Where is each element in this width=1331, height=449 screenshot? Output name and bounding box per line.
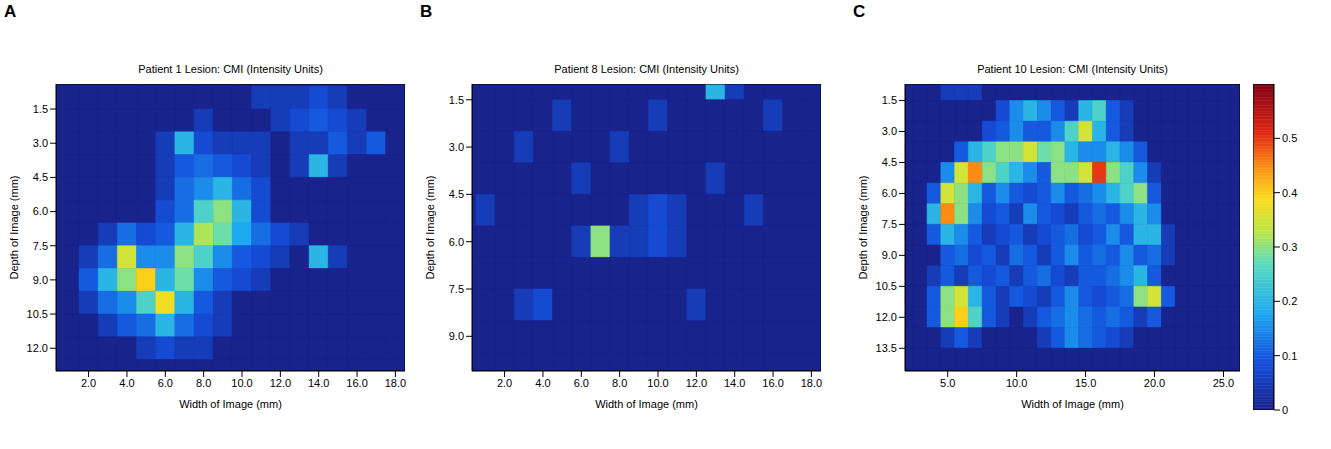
svg-text:12.0: 12.0 xyxy=(270,377,291,389)
svg-text:4.5: 4.5 xyxy=(449,188,464,200)
svg-text:5.0: 5.0 xyxy=(940,377,955,389)
svg-text:15.0: 15.0 xyxy=(1075,377,1096,389)
html-text:C: C xyxy=(853,2,866,21)
svg-text:Depth of Image (mm): Depth of Image (mm) xyxy=(424,176,436,280)
svg-text:0.4: 0.4 xyxy=(1282,187,1297,199)
svg-text:9.0: 9.0 xyxy=(882,249,897,261)
svg-text:25.0: 25.0 xyxy=(1213,377,1234,389)
svg-text:6.0: 6.0 xyxy=(574,377,589,389)
svg-text:10.0: 10.0 xyxy=(1006,377,1027,389)
html-text:Patient 8 Lesion: CMI (Intensi: Patient 8 Lesion: CMI (Intensity Units) xyxy=(554,63,739,75)
svg-text:9.0: 9.0 xyxy=(33,274,48,286)
svg-text:Width of Image (mm): Width of Image (mm) xyxy=(1021,398,1124,410)
svg-text:3.0: 3.0 xyxy=(33,137,48,149)
html-text:Patient 10 Lesion: CMI (Intens: Patient 10 Lesion: CMI (Intensity Units) xyxy=(977,63,1168,75)
svg-text:0.3: 0.3 xyxy=(1282,241,1297,253)
svg-text:Width of Image (mm): Width of Image (mm) xyxy=(179,398,282,410)
svg-text:12.0: 12.0 xyxy=(876,311,897,323)
svg-text:Depth of Image (mm): Depth of Image (mm) xyxy=(857,176,869,280)
svg-text:9.0: 9.0 xyxy=(449,330,464,342)
svg-text:2.0: 2.0 xyxy=(81,377,96,389)
svg-text:8.0: 8.0 xyxy=(612,377,627,389)
html-text:Patient 1 Lesion: CMI (Intensi: Patient 1 Lesion: CMI (Intensity Units) xyxy=(138,63,323,75)
svg-text:1.5: 1.5 xyxy=(449,94,464,106)
svg-text:4.5: 4.5 xyxy=(882,156,897,168)
svg-text:0.1: 0.1 xyxy=(1282,350,1297,362)
svg-text:1.5: 1.5 xyxy=(33,103,48,115)
svg-text:20.0: 20.0 xyxy=(1144,377,1165,389)
svg-text:6.0: 6.0 xyxy=(158,377,173,389)
svg-text:8.0: 8.0 xyxy=(196,377,211,389)
svg-text:4.0: 4.0 xyxy=(535,377,550,389)
svg-text:7.5: 7.5 xyxy=(33,240,48,252)
svg-text:12.0: 12.0 xyxy=(27,342,48,354)
svg-text:0.5: 0.5 xyxy=(1282,132,1297,144)
svg-text:10.0: 10.0 xyxy=(231,377,252,389)
svg-text:Depth of Image (mm): Depth of Image (mm) xyxy=(8,176,20,280)
svg-text:4.5: 4.5 xyxy=(33,171,48,183)
svg-text:16.0: 16.0 xyxy=(346,377,367,389)
svg-text:14.0: 14.0 xyxy=(308,377,329,389)
svg-text:6.0: 6.0 xyxy=(33,205,48,217)
svg-text:10.5: 10.5 xyxy=(876,280,897,292)
svg-text:3.0: 3.0 xyxy=(882,125,897,137)
svg-text:0: 0 xyxy=(1282,404,1288,416)
svg-text:7.5: 7.5 xyxy=(449,283,464,295)
svg-text:16.0: 16.0 xyxy=(762,377,783,389)
svg-text:4.0: 4.0 xyxy=(119,377,134,389)
svg-text:14.0: 14.0 xyxy=(724,377,745,389)
html-text:B: B xyxy=(420,2,433,21)
svg-text:1.5: 1.5 xyxy=(882,94,897,106)
svg-text:18.0: 18.0 xyxy=(801,377,822,389)
svg-text:12.0: 12.0 xyxy=(686,377,707,389)
svg-text:0.2: 0.2 xyxy=(1282,295,1297,307)
svg-text:10.5: 10.5 xyxy=(27,308,48,320)
svg-text:6.0: 6.0 xyxy=(882,187,897,199)
svg-text:7.5: 7.5 xyxy=(882,218,897,230)
svg-text:3.0: 3.0 xyxy=(449,141,464,153)
svg-text:Width of Image (mm): Width of Image (mm) xyxy=(595,398,698,410)
svg-text:13.5: 13.5 xyxy=(876,342,897,354)
svg-text:6.0: 6.0 xyxy=(449,236,464,248)
svg-text:18.0: 18.0 xyxy=(385,377,406,389)
svg-text:2.0: 2.0 xyxy=(497,377,512,389)
svg-text:10.0: 10.0 xyxy=(647,377,668,389)
html-text:A: A xyxy=(4,2,17,21)
